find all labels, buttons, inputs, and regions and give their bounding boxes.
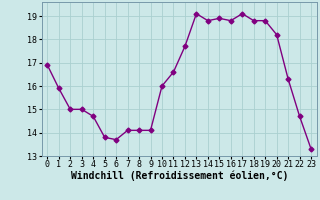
X-axis label: Windchill (Refroidissement éolien,°C): Windchill (Refroidissement éolien,°C) — [70, 171, 288, 181]
